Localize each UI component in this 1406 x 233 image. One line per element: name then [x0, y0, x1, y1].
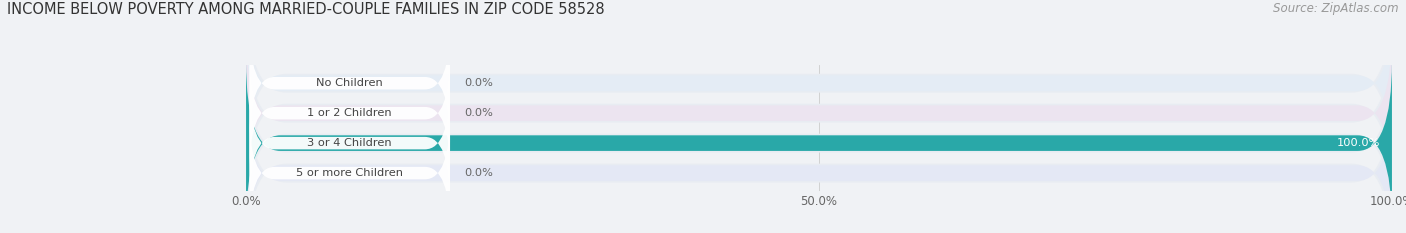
Text: 1 or 2 Children: 1 or 2 Children: [308, 108, 392, 118]
FancyBboxPatch shape: [246, 78, 1392, 233]
FancyBboxPatch shape: [249, 24, 450, 143]
FancyBboxPatch shape: [246, 48, 1392, 233]
FancyBboxPatch shape: [246, 91, 1392, 233]
Text: INCOME BELOW POVERTY AMONG MARRIED-COUPLE FAMILIES IN ZIP CODE 58528: INCOME BELOW POVERTY AMONG MARRIED-COUPL…: [7, 2, 605, 17]
Text: 0.0%: 0.0%: [464, 78, 492, 88]
Text: 0.0%: 0.0%: [464, 168, 492, 178]
FancyBboxPatch shape: [246, 1, 1392, 165]
Text: 5 or more Children: 5 or more Children: [297, 168, 404, 178]
FancyBboxPatch shape: [246, 61, 1392, 225]
FancyBboxPatch shape: [249, 113, 450, 233]
FancyBboxPatch shape: [246, 61, 1392, 225]
FancyBboxPatch shape: [249, 54, 450, 173]
FancyBboxPatch shape: [246, 31, 1392, 195]
Text: 0.0%: 0.0%: [464, 108, 492, 118]
Text: 3 or 4 Children: 3 or 4 Children: [308, 138, 392, 148]
Text: No Children: No Children: [316, 78, 382, 88]
Text: 100.0%: 100.0%: [1337, 138, 1381, 148]
FancyBboxPatch shape: [249, 83, 450, 203]
Text: Source: ZipAtlas.com: Source: ZipAtlas.com: [1274, 2, 1399, 15]
FancyBboxPatch shape: [246, 18, 1392, 209]
FancyBboxPatch shape: [246, 0, 1392, 179]
